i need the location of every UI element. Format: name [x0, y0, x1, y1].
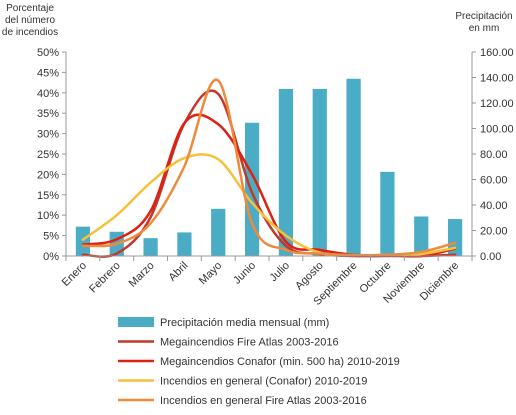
- legend-item: Megaincendios Conafor (min. 500 ha) 2010…: [118, 356, 400, 368]
- left-tick-label: 5%: [43, 231, 59, 243]
- left-tick-label: 50%: [37, 47, 59, 59]
- bar: [346, 78, 361, 257]
- right-tick-label: 80.00: [480, 149, 508, 161]
- left-tick-label: 25%: [37, 149, 59, 161]
- bar: [177, 232, 192, 256]
- left-tick-label: 35%: [37, 108, 59, 120]
- x-tick-label: Enero: [60, 260, 89, 289]
- right-tick-label: 0.00: [480, 251, 501, 263]
- legend-label: Incendios en general Fire Atlas 2003-201…: [160, 395, 367, 407]
- line-series: [81, 89, 457, 258]
- bar: [414, 216, 429, 256]
- left-tick-label: 40%: [37, 88, 59, 100]
- bar: [143, 238, 158, 256]
- left-axis-title-line: Porcentaje: [6, 3, 54, 14]
- right-tick-label: 100.00: [480, 124, 514, 136]
- x-tick-label: Mayo: [197, 260, 225, 288]
- right-tick-label: 160.00: [480, 47, 514, 59]
- line-series: [81, 153, 457, 257]
- left-tick-label: 10%: [37, 210, 59, 222]
- legend-item: Incendios en general Fire Atlas 2003-201…: [118, 395, 367, 407]
- left-axis-title-line: de incendios: [2, 27, 58, 38]
- x-tick-label: Julio: [268, 260, 292, 284]
- bar: [211, 208, 226, 256]
- x-tick-label: Marzo: [127, 260, 157, 290]
- left-tick-label: 45%: [37, 67, 59, 79]
- bar: [447, 219, 463, 256]
- bar-series: [75, 78, 463, 257]
- right-tick-label: 20.00: [480, 226, 508, 238]
- legend-label: Incendios en general (Conafor) 2010-2019: [160, 376, 367, 388]
- bar: [244, 122, 260, 256]
- bar: [75, 226, 91, 256]
- legend-swatch: [118, 317, 154, 327]
- left-tick-label: 30%: [37, 129, 59, 141]
- legend-label: Megaincendios Conafor (min. 500 ha) 2010…: [160, 356, 400, 368]
- right-tick-label: 140.00: [480, 73, 514, 85]
- x-tick-label: Junio: [231, 260, 258, 287]
- left-tick-label: 15%: [37, 190, 59, 202]
- x-tick-label: Abril: [166, 260, 190, 284]
- right-tick-label: 60.00: [480, 175, 508, 187]
- x-tick-label: Febrero: [87, 260, 123, 296]
- bar: [278, 88, 294, 256]
- legend-item: Precipitación media mensual (mm): [118, 317, 329, 329]
- x-tick-label: Agosto: [293, 260, 326, 293]
- legend-item: Incendios en general (Conafor) 2010-2019: [118, 376, 367, 388]
- axes: [62, 51, 476, 261]
- line-series: [81, 78, 457, 257]
- right-axis-title-line: Precipitación: [455, 11, 512, 22]
- legend-item: Megaincendios Fire Atlas 2003-2016: [118, 337, 339, 349]
- left-tick-label: 0%: [43, 251, 59, 263]
- right-axis-title-line: en mm: [469, 23, 500, 34]
- line-series-group: [81, 78, 457, 258]
- legend-label: Megaincendios Fire Atlas 2003-2016: [160, 337, 339, 349]
- bar: [380, 171, 395, 256]
- legend: Precipitación media mensual (mm) Megaince…: [118, 317, 400, 407]
- left-tick-label: 20%: [37, 169, 59, 181]
- right-tick-label: 120.00: [480, 98, 514, 110]
- legend-label: Precipitación media mensual (mm): [160, 317, 329, 329]
- right-tick-label: 40.00: [480, 200, 508, 212]
- right-tick-labels: 0.00 20.00 40.00 60.00 80.00 100.00 120.00 140.…: [480, 47, 514, 263]
- bar: [312, 88, 327, 256]
- left-tick-labels: 0% 5% 10% 15% 20% 25% 30% 35% 40% 45% 50%: [37, 47, 59, 263]
- left-axis-title-line: del número: [5, 15, 55, 26]
